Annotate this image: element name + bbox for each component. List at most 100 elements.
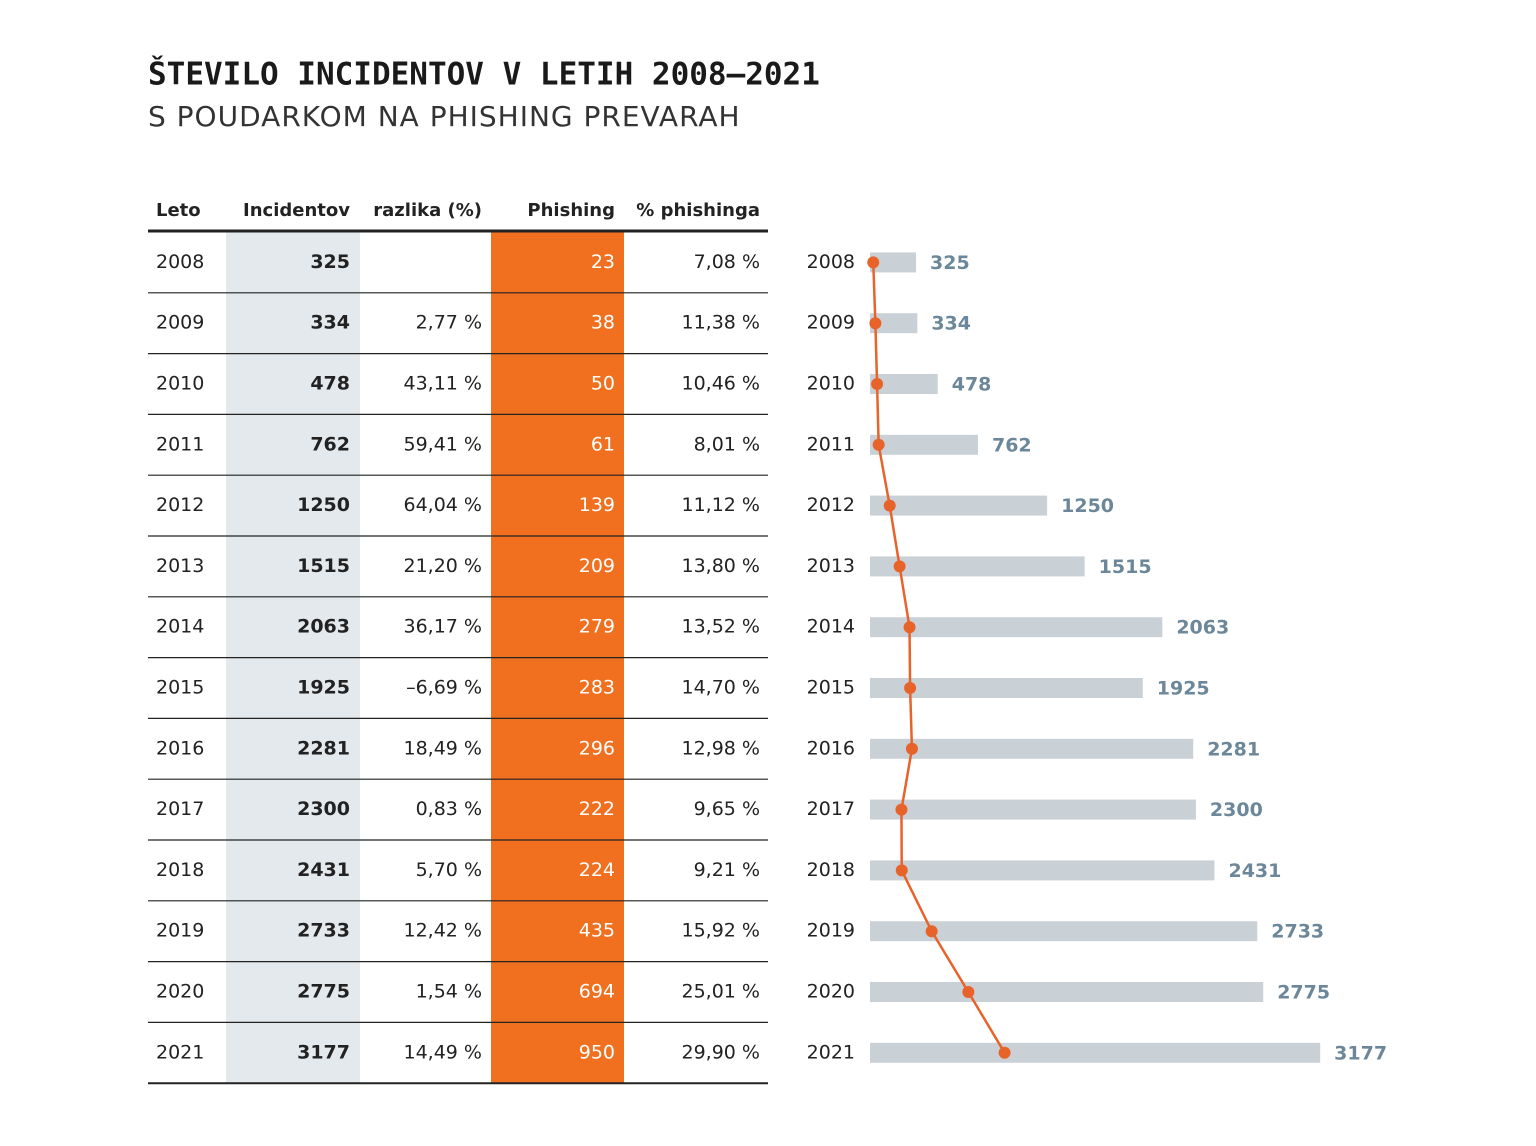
- bar: [870, 860, 1215, 881]
- chart-year: 2020: [807, 981, 855, 1003]
- table-cell: 14,49 %: [404, 1041, 483, 1063]
- phishing-line: [872, 262, 1006, 1054]
- bar: [870, 738, 1194, 759]
- table-cell: 9,21 %: [694, 859, 760, 881]
- table-cell: 38: [591, 312, 615, 334]
- table-cell: 334: [310, 312, 350, 334]
- table-cell: 15,92 %: [682, 920, 761, 942]
- table-cell: 0,83 %: [416, 798, 482, 820]
- phishing-point: [869, 317, 882, 330]
- column-header: Phishing: [527, 200, 615, 221]
- table-cell: 2733: [297, 920, 350, 942]
- chart-year: 2012: [807, 494, 855, 516]
- table-cell: 2431: [297, 859, 350, 881]
- table-cell: 2008: [156, 251, 204, 273]
- column-header: Incidentov: [243, 200, 350, 221]
- bar: [870, 678, 1143, 698]
- table-cell: 14,70 %: [682, 677, 761, 699]
- table-cell: 2013: [156, 555, 204, 577]
- table-cell: 2021: [156, 1041, 204, 1063]
- bar-label: 1250: [1061, 495, 1114, 517]
- phishing-point: [925, 925, 938, 938]
- table-cell: 59,41 %: [404, 433, 483, 455]
- bar: [870, 799, 1196, 820]
- bar: [870, 434, 978, 455]
- phishing-point: [895, 803, 908, 816]
- table-cell: –6,69 %: [406, 677, 482, 699]
- table-cell: 29,90 %: [682, 1041, 761, 1063]
- table-cell: 50: [591, 373, 615, 395]
- bar-label: 1515: [1099, 556, 1152, 578]
- table-cell: 2015: [156, 677, 204, 699]
- bar-label: 2431: [1228, 860, 1281, 882]
- table-cell: 2775: [297, 981, 350, 1003]
- column-header: Leto: [156, 200, 201, 221]
- chart-year: 2011: [807, 433, 855, 455]
- table-cell: 11,12 %: [682, 494, 761, 516]
- bar-label: 2281: [1207, 738, 1260, 760]
- bar-label: 478: [952, 374, 992, 396]
- table-cell: 18,49 %: [404, 737, 483, 759]
- table-cell: 5,70 %: [416, 859, 482, 881]
- column-header: razlika (%): [373, 200, 482, 221]
- table-cell: 10,46 %: [682, 373, 761, 395]
- phishing-point: [871, 378, 884, 390]
- table-cell: 61: [591, 433, 615, 455]
- chart-year: 2018: [807, 859, 855, 881]
- phishing-point: [872, 438, 885, 451]
- phishing-point: [893, 560, 906, 573]
- table-cell: 43,11 %: [404, 373, 483, 395]
- phishing-point: [905, 742, 918, 755]
- table-cell: 21,20 %: [404, 555, 483, 577]
- column-header: % phishinga: [636, 200, 760, 221]
- table-cell: 12,98 %: [682, 737, 761, 759]
- bar: [870, 252, 917, 273]
- chart-year: 2019: [807, 920, 855, 942]
- bar-label: 3177: [1334, 1042, 1387, 1064]
- table-cell: 325: [310, 251, 350, 273]
- bar-label: 2063: [1176, 617, 1229, 639]
- table-cell: 8,01 %: [694, 433, 760, 455]
- table-cell: 2011: [156, 433, 204, 455]
- table-cell: 209: [579, 555, 615, 577]
- bar-label: 2300: [1210, 799, 1263, 821]
- phishing-point: [903, 621, 916, 634]
- table-cell: 224: [579, 859, 615, 881]
- table-cell: 1925: [297, 677, 350, 699]
- bar: [870, 921, 1258, 942]
- bar: [870, 374, 938, 394]
- bar-label: 2775: [1277, 982, 1330, 1004]
- chart-year: 2013: [807, 555, 855, 577]
- table-cell: 1250: [297, 494, 350, 516]
- chart-year: 2014: [807, 616, 855, 638]
- chart-year: 2008: [807, 251, 855, 273]
- table-cell: 435: [579, 920, 615, 942]
- table-cell: 2281: [297, 737, 350, 759]
- table-cell: 2009: [156, 312, 204, 334]
- bar: [870, 1042, 1321, 1063]
- phishing-point: [904, 682, 917, 694]
- table-cell: 2063: [297, 616, 350, 638]
- table-cell: 7,08 %: [694, 251, 760, 273]
- table-cell: 13,80 %: [682, 555, 761, 577]
- table-cell: 950: [579, 1041, 615, 1063]
- bar: [870, 495, 1048, 516]
- bar-label: 325: [930, 252, 970, 274]
- phishing-point: [998, 1046, 1011, 1059]
- table-cell: 139: [579, 494, 615, 516]
- table-cell: 2010: [156, 373, 204, 395]
- chart-year: 2016: [807, 737, 855, 759]
- table-cell: 13,52 %: [682, 616, 761, 638]
- table-cell: 23: [591, 251, 615, 273]
- table-cell: 222: [579, 798, 615, 820]
- chart-year: 2009: [807, 312, 855, 334]
- chart-year: 2021: [807, 1041, 855, 1063]
- table-cell: 2300: [297, 798, 350, 820]
- bar: [870, 556, 1085, 577]
- table-cell: 478: [310, 373, 350, 395]
- table-cell: 36,17 %: [404, 616, 483, 638]
- title: ŠTEVILO INCIDENTOV V LETIH 2008–2021: [148, 56, 820, 93]
- table-cell: 2020: [156, 981, 204, 1003]
- table-cell: 2,77 %: [416, 312, 482, 334]
